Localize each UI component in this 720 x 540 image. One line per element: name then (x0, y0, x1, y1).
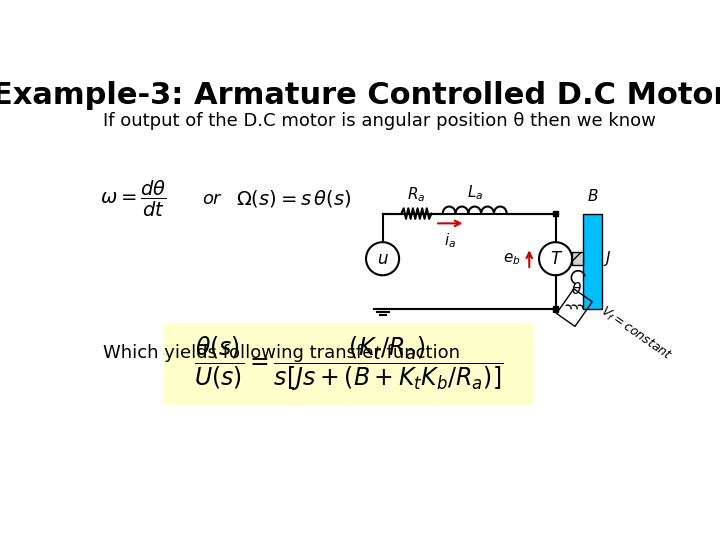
Text: $R_a$: $R_a$ (408, 185, 426, 204)
Text: u: u (377, 249, 388, 268)
Text: $\dfrac{\theta(s)}{U(s)} = \dfrac{(K_t/R_a)}{s\left[Js + \left(B + K_t K_b/R_a\r: $\dfrac{\theta(s)}{U(s)} = \dfrac{(K_t/R… (194, 335, 503, 393)
Bar (553, 307, 558, 312)
Text: $\theta$: $\theta$ (571, 281, 582, 298)
Bar (572, 252, 583, 266)
Text: J: J (606, 251, 611, 266)
Bar (557, 289, 593, 326)
FancyBboxPatch shape (164, 323, 533, 406)
Text: T: T (551, 249, 561, 268)
Text: B: B (588, 189, 598, 204)
Text: $i_a$: $i_a$ (444, 231, 456, 249)
Text: $L_a$: $L_a$ (467, 184, 483, 202)
Text: or: or (202, 190, 220, 207)
Bar (553, 211, 558, 216)
Bar (583, 214, 602, 309)
Text: Which yields following transfer function: Which yields following transfer function (103, 344, 460, 362)
Text: $e_b$: $e_b$ (503, 251, 521, 267)
Text: Example-3: Armature Controlled D.C Motor: Example-3: Armature Controlled D.C Motor (0, 81, 720, 110)
Text: If output of the D.C motor is angular position θ then we know: If output of the D.C motor is angular po… (103, 112, 656, 130)
Text: $\Omega(s) = s\,\theta(s)$: $\Omega(s) = s\,\theta(s)$ (236, 188, 351, 209)
Text: $V_f = constant$: $V_f = constant$ (597, 303, 675, 364)
Text: $\omega = \dfrac{d\theta}{dt}$: $\omega = \dfrac{d\theta}{dt}$ (101, 179, 167, 219)
